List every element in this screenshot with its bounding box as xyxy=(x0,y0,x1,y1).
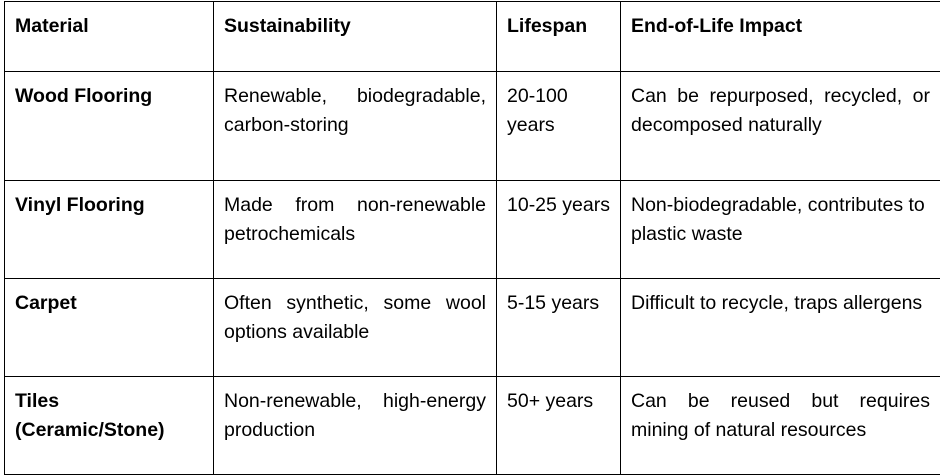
cell-sustainability: Renewable, biodegradable, carbon-storing xyxy=(213,71,497,181)
cell-material: Wood Flooring xyxy=(4,71,214,181)
cell-lifespan: 20-100 years xyxy=(496,71,621,181)
table-header-row: Material Sustainability Lifespan End-of-… xyxy=(4,1,940,72)
cell-lifespan: 5-15 years xyxy=(496,278,621,377)
header-end-of-life-impact: End-of-Life Impact xyxy=(620,1,940,72)
cell-sustainability: Made from non-renewable petrochemicals xyxy=(213,180,497,279)
table-row: Tiles (Ceramic/Stone) Non-renewable, hig… xyxy=(4,376,940,475)
header-sustainability: Sustainability xyxy=(213,1,497,72)
cell-end-of-life-impact: Can be repurposed, recycled, or decompos… xyxy=(620,71,940,181)
cell-lifespan: 50+ years xyxy=(496,376,621,475)
flooring-comparison-table: Material Sustainability Lifespan End-of-… xyxy=(4,1,940,475)
cell-material: Vinyl Flooring xyxy=(4,180,214,279)
cell-end-of-life-impact: Difficult to recycle, traps allergens xyxy=(620,278,940,377)
cell-lifespan: 10-25 years xyxy=(496,180,621,279)
cell-sustainability: Non-renewable, high-energy production xyxy=(213,376,497,475)
header-material: Material xyxy=(4,1,214,72)
cell-material: Carpet xyxy=(4,278,214,377)
header-lifespan: Lifespan xyxy=(496,1,621,72)
cell-material: Tiles (Ceramic/Stone) xyxy=(4,376,214,475)
table-row: Wood Flooring Renewable, biodegradable, … xyxy=(4,71,940,181)
table-row: Vinyl Flooring Made from non-renewable p… xyxy=(4,180,940,279)
cell-end-of-life-impact: Non-biodegradable, contributes to plasti… xyxy=(620,180,940,279)
cell-end-of-life-impact: Can be reused but requires mining of nat… xyxy=(620,376,940,475)
table-row: Carpet Often synthetic, some wool option… xyxy=(4,278,940,377)
cell-sustainability: Often synthetic, some wool options avail… xyxy=(213,278,497,377)
